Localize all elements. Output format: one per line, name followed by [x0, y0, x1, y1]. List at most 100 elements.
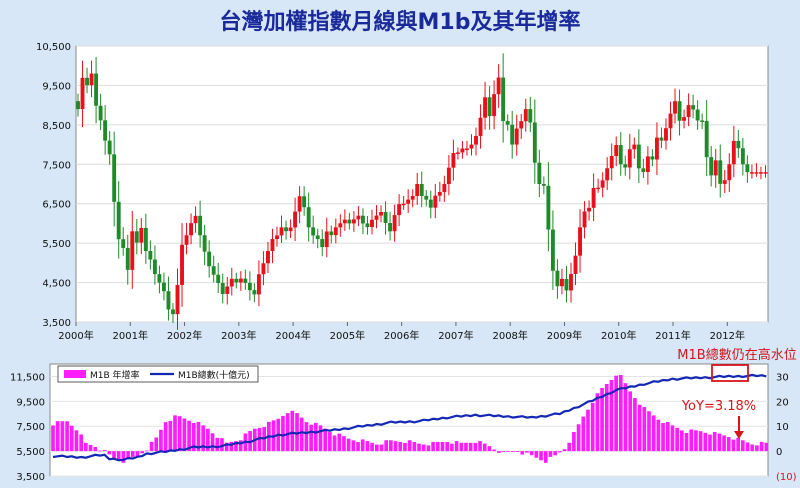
candle-body [171, 309, 175, 315]
yoy-bar [708, 434, 712, 452]
yoy-bar [145, 450, 149, 452]
yoy-bar [229, 441, 234, 452]
m1b-highlight-box [711, 364, 749, 382]
yoy-bar [534, 451, 539, 458]
candle-body [284, 227, 288, 232]
candle-body [351, 219, 356, 224]
yoy-bar [196, 421, 201, 452]
yoy-bar [191, 422, 196, 452]
yoy-bar [618, 374, 623, 452]
bottom-left-tick-label: 7,500 [16, 422, 45, 433]
yoy-bar [741, 440, 745, 452]
yoy-bar [173, 415, 177, 452]
yoy-bar [121, 451, 126, 463]
candle-body [89, 73, 94, 86]
yoy-bar [346, 438, 351, 452]
yoy-bar [665, 421, 670, 452]
yoy-bar [98, 450, 102, 452]
yoy-bar [384, 440, 389, 452]
bottom-left-tick-label: 5,500 [16, 447, 45, 458]
yoy-bar [313, 422, 318, 452]
candle-body [591, 187, 596, 208]
candle-body [618, 145, 623, 165]
yoy-bar [55, 421, 60, 452]
candle-body [465, 148, 469, 151]
candle-body [587, 207, 592, 212]
candle-body [519, 121, 524, 129]
candle-body [410, 195, 415, 200]
yoy-bar [595, 393, 600, 452]
candle-body [383, 212, 388, 223]
candle-body [740, 148, 745, 165]
yoy-bar [590, 402, 595, 452]
candle-body [247, 282, 252, 291]
yoy-bar [651, 415, 656, 452]
candle-body [297, 196, 302, 212]
candle-body [379, 212, 383, 216]
candle-body [668, 113, 673, 129]
yoy-bar [112, 451, 116, 459]
candle-body [749, 172, 754, 174]
yoy-bar [755, 445, 759, 452]
yoy-bar [182, 418, 187, 452]
top-y-tick-label: 10,500 [36, 42, 71, 53]
yoy-bar [543, 451, 548, 463]
yoy-bar [60, 421, 65, 452]
bottom-left-tick-label: 3,500 [16, 472, 45, 483]
candle-body [406, 199, 411, 204]
candle-body [148, 251, 153, 260]
candle-body [306, 207, 311, 228]
yoy-bar [440, 441, 445, 452]
yoy-bar [421, 444, 426, 452]
candle-body [139, 227, 144, 243]
candle-body [180, 244, 184, 285]
candle-body [374, 215, 379, 220]
yoy-bar [84, 442, 88, 452]
candle-body [401, 203, 406, 206]
candle-body [546, 185, 551, 230]
candle-body [397, 204, 402, 216]
candle-body [632, 144, 637, 150]
candle-body [510, 124, 515, 145]
yoy-bar [445, 442, 450, 452]
yoy-bar [417, 443, 421, 452]
yoy-bar [107, 451, 112, 455]
yoy-note: YoY=3.18% [681, 399, 756, 414]
top-x-tick-label: 2011年 [655, 329, 690, 342]
yoy-bar [567, 442, 572, 452]
candle-body [614, 145, 619, 156]
yoy-bar [759, 441, 764, 452]
yoy-bar [712, 431, 717, 452]
top-y-tick-label: 6,500 [42, 200, 71, 211]
candle-body [266, 251, 270, 264]
yoy-bar [684, 432, 689, 452]
yoy-bar [69, 425, 74, 452]
candle-body [731, 140, 736, 165]
candle-body [279, 227, 284, 236]
candle-body [487, 97, 492, 117]
candle-body [189, 223, 194, 236]
candle-body [234, 278, 239, 283]
top-x-tick-label: 2002年 [167, 329, 202, 342]
yoy-bar [215, 437, 220, 452]
yoy-bar [374, 444, 379, 452]
candle-body [555, 270, 560, 287]
candle-body [537, 162, 542, 184]
candle-body [157, 274, 162, 283]
candle-body [347, 219, 352, 224]
bottom-left-tick-label: 11,500 [10, 372, 45, 383]
candle-body [654, 137, 659, 160]
candle-body [130, 231, 135, 270]
yoy-bar [431, 441, 435, 452]
yoy-bar [501, 451, 506, 452]
candle-body [134, 231, 139, 243]
yoy-bar [149, 441, 154, 452]
yoy-bar [726, 437, 731, 452]
yoy-bar [511, 451, 515, 452]
yoy-bar [750, 444, 755, 452]
yoy-bar [309, 424, 313, 452]
yoy-bar [764, 442, 769, 452]
candle-body [143, 227, 148, 252]
bottom-right-tick-label: (10) [776, 472, 797, 483]
candle-body [320, 239, 325, 248]
